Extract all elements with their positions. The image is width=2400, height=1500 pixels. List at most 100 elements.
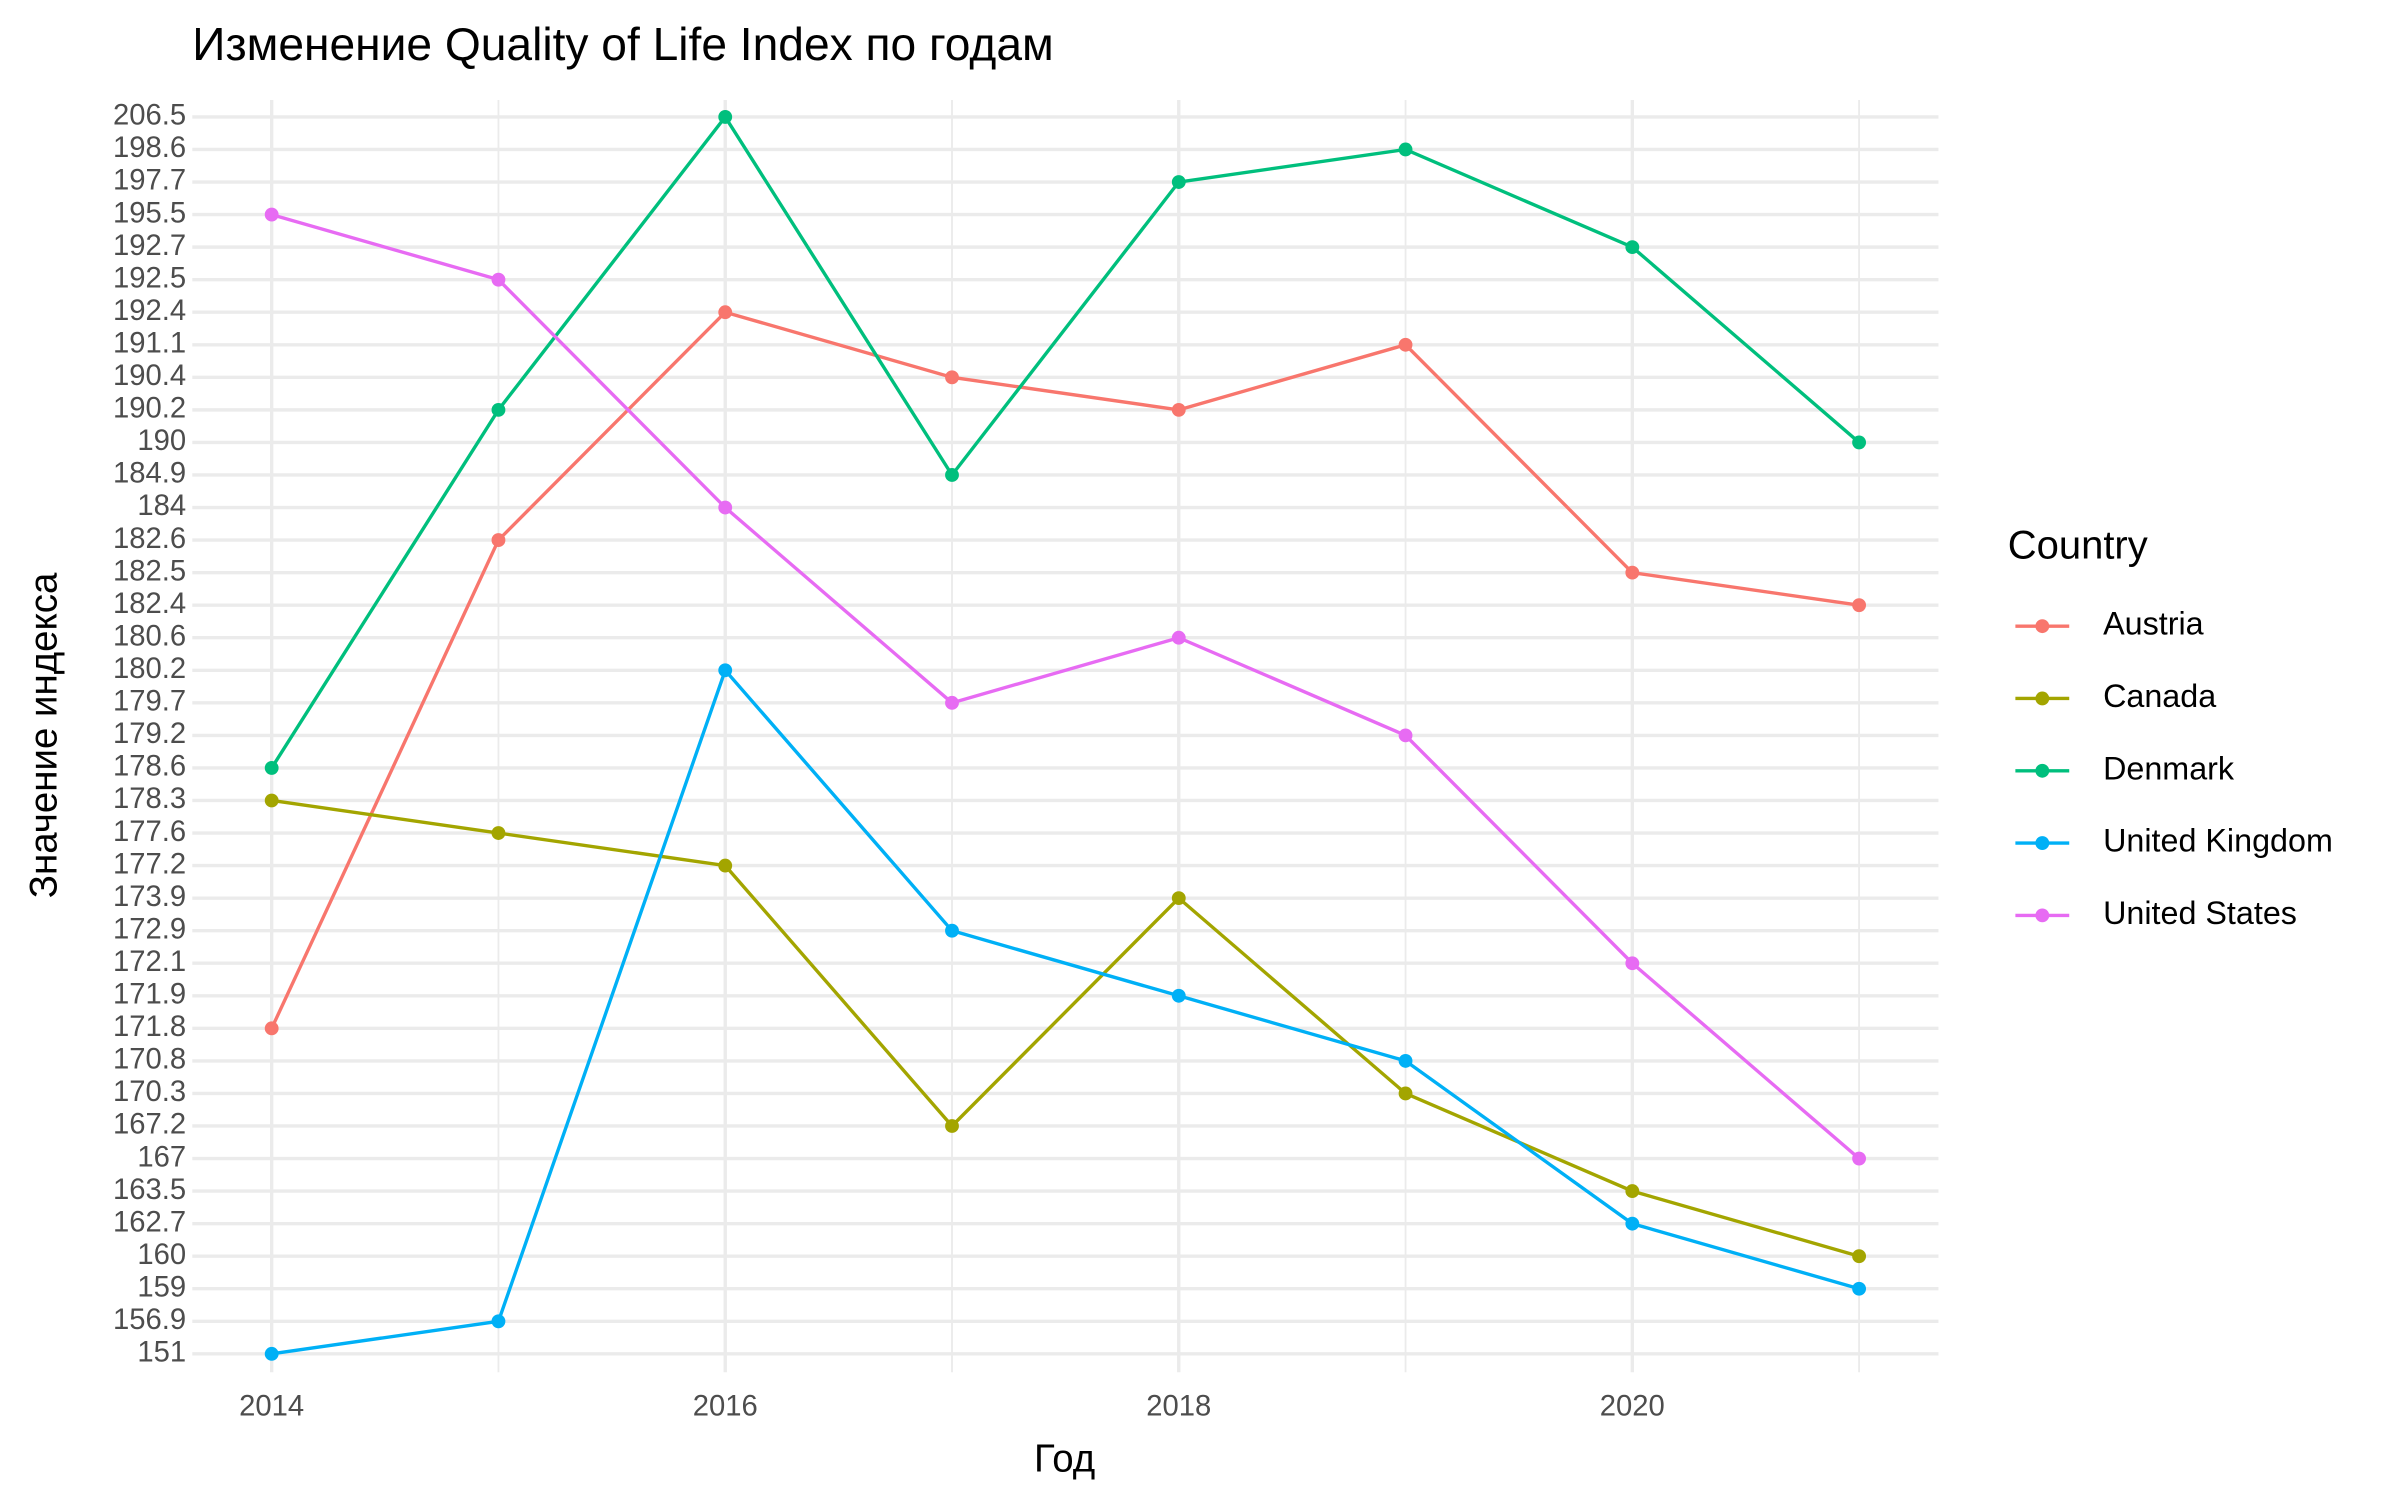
data-point — [718, 858, 733, 873]
y-tick-label: 198.6 — [113, 132, 186, 164]
data-point — [1852, 1249, 1867, 1264]
y-tick-label: 180.6 — [113, 620, 186, 652]
series-line — [271, 666, 1860, 1356]
data-point — [1171, 402, 1186, 417]
y-tick-label: 171.8 — [113, 1011, 186, 1043]
grid — [192, 100, 1939, 1373]
data-point — [491, 272, 506, 287]
data-point — [491, 826, 506, 840]
legend-label: Denmark — [2103, 750, 2235, 786]
data-point — [491, 402, 506, 417]
data-point — [945, 1119, 959, 1133]
y-tick-label: 191.1 — [113, 327, 186, 359]
data-point — [945, 923, 959, 938]
y-tick-label: 190.2 — [113, 393, 186, 425]
legend-label: Canada — [2103, 678, 2216, 714]
legend-label: United States — [2103, 895, 2297, 931]
y-tick-label: 170.8 — [113, 1044, 186, 1076]
legend-title: Country — [2008, 523, 2148, 567]
data-point — [1852, 435, 1867, 450]
x-axis-title: Год — [1034, 1438, 1095, 1481]
data-point — [264, 207, 279, 222]
y-tick-label: 179.2 — [113, 718, 186, 750]
y-tick-label: 179.7 — [113, 686, 186, 718]
y-tick-label: 162.7 — [113, 1206, 186, 1238]
data-point — [1625, 240, 1640, 255]
data-point — [718, 500, 733, 515]
y-tick-label: 195.5 — [113, 197, 186, 229]
data-point — [264, 761, 279, 775]
y-tick-label: 206.5 — [113, 100, 186, 132]
legend-key-point — [2035, 908, 2050, 923]
data-point — [1398, 728, 1413, 743]
data-point — [945, 695, 959, 710]
data-point — [264, 793, 279, 808]
data-point — [1625, 565, 1640, 580]
y-tick-label: 192.7 — [113, 230, 186, 262]
y-tick-label: 167.2 — [113, 1109, 186, 1141]
y-tick-label: 197.7 — [113, 165, 186, 197]
data-point — [264, 1021, 279, 1036]
data-point — [1171, 891, 1186, 906]
y-tick-label: 177.6 — [113, 816, 186, 848]
data-point — [1398, 1053, 1413, 1068]
data-point — [945, 370, 959, 385]
y-axis-title: Значение индекса — [22, 572, 65, 898]
data-point — [1852, 1281, 1867, 1296]
y-tick-label: 178.6 — [113, 751, 186, 783]
data-point — [718, 110, 733, 124]
legend-label: United Kingdom — [2103, 823, 2333, 859]
data-point — [491, 1314, 506, 1329]
y-tick-label: 151 — [137, 1337, 186, 1369]
data-point — [1625, 956, 1640, 971]
chart-title: Изменение Quality of Life Index по годам — [192, 18, 1053, 70]
series-line — [271, 798, 1860, 1258]
data-point — [1398, 1086, 1413, 1101]
data-point — [1625, 1184, 1640, 1199]
y-tick-label: 171.9 — [113, 979, 186, 1011]
y-tick-label: 190 — [137, 425, 186, 457]
y-tick-label: 182.6 — [113, 523, 186, 555]
y-tick-label: 190.4 — [113, 360, 186, 392]
series-line — [271, 212, 1861, 1160]
y-tick-label: 156.9 — [113, 1304, 186, 1336]
y-tick-label: 180.2 — [113, 653, 186, 685]
data-point — [718, 305, 733, 320]
legend-key-point — [2035, 763, 2050, 778]
data-point — [945, 468, 959, 482]
y-tick-label: 163.5 — [113, 1174, 186, 1206]
x-tick-label: 2018 — [1146, 1390, 1211, 1422]
data-point — [1852, 1151, 1867, 1166]
y-tick-label: 170.3 — [113, 1076, 186, 1108]
data-point — [491, 533, 506, 548]
x-tick-label: 2020 — [1600, 1390, 1665, 1422]
y-tick-label: 184 — [137, 490, 186, 522]
data-point — [1625, 1216, 1640, 1231]
data-point — [1398, 337, 1413, 352]
legend-key-point — [2035, 691, 2050, 706]
y-tick-label: 160 — [137, 1239, 186, 1271]
y-tick-label: 182.4 — [113, 588, 186, 620]
data-point — [1171, 988, 1186, 1003]
legend-key-point — [2035, 619, 2050, 634]
data-point — [1171, 175, 1186, 189]
y-tick-label: 167 — [137, 1141, 186, 1173]
series-line — [270, 113, 1861, 769]
x-tick-label: 2014 — [239, 1390, 304, 1422]
y-tick-label: 192.4 — [113, 295, 186, 327]
data-point — [264, 1346, 279, 1361]
x-tick-label: 2016 — [693, 1390, 758, 1422]
y-tick-label: 172.9 — [113, 913, 186, 945]
y-tick-label: 177.2 — [113, 848, 186, 880]
legend-key-point — [2035, 836, 2050, 850]
data-point — [1171, 630, 1186, 645]
series-line — [270, 310, 1860, 1030]
y-tick-label: 182.5 — [113, 555, 186, 587]
y-tick-label: 173.9 — [113, 881, 186, 913]
y-tick-label: 184.9 — [113, 458, 186, 490]
y-tick-label: 159 — [137, 1271, 186, 1303]
data-point — [1398, 142, 1413, 157]
